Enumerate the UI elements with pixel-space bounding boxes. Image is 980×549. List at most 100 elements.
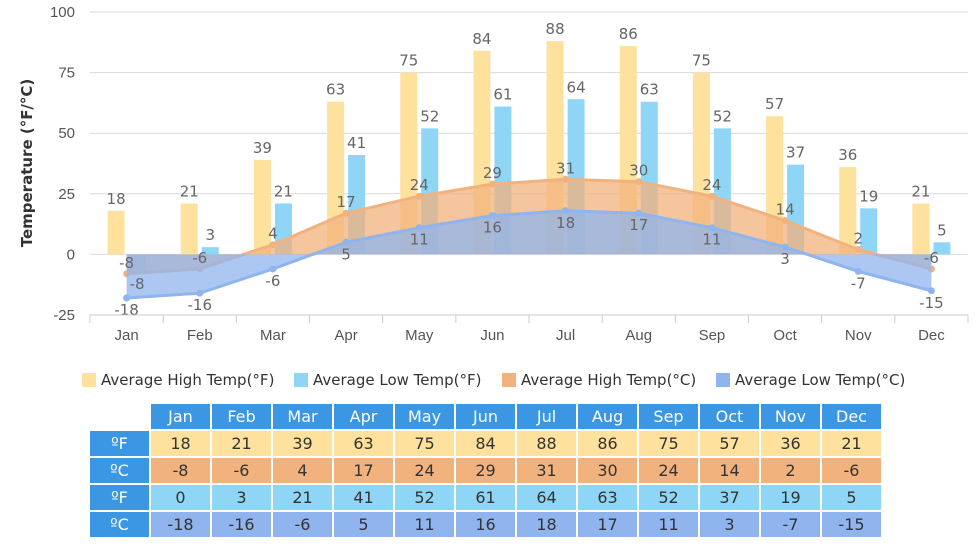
table-value-cell: -8 [151, 458, 210, 483]
x-tick-label: Feb [187, 327, 213, 344]
bar [912, 203, 930, 255]
bar-value-label: 21 [180, 182, 199, 200]
table-value-cell: 16 [456, 512, 515, 537]
bar-value-label: 75 [692, 52, 711, 70]
legend-swatch [294, 373, 308, 387]
table-value-cell: 39 [273, 431, 332, 456]
y-tick-label: -25 [53, 307, 75, 324]
area-value-label: 29 [483, 164, 502, 182]
y-tick-label: 100 [50, 4, 75, 21]
area-value-label: 17 [337, 193, 356, 211]
table-value-cell: 11 [395, 512, 454, 537]
table-row: ºC -8 -6 4 17 24 29 31 30 24 14 2 -6 [90, 458, 881, 483]
table-value-cell: 31 [517, 458, 576, 483]
table-value-cell: 14 [700, 458, 759, 483]
bar-value-label: 37 [786, 144, 805, 162]
table-value-cell: 84 [456, 431, 515, 456]
bar [933, 242, 951, 255]
y-tick-label: 75 [58, 65, 75, 82]
area-point [488, 180, 496, 188]
table-value-cell: 17 [334, 458, 393, 483]
table-month-header: Jun [456, 404, 515, 429]
areas [123, 175, 935, 302]
table-value-cell: 3 [700, 512, 759, 537]
table-row: ºC -18 -16 -6 5 11 16 18 17 11 3 -7 -15 [90, 512, 881, 537]
area-point [342, 209, 350, 217]
area-point [854, 267, 862, 275]
bar [201, 247, 219, 255]
legend-swatch [82, 373, 96, 387]
table-value-cell: 3 [212, 485, 271, 510]
x-tick-label: Mar [260, 327, 286, 344]
table-value-cell: 17 [578, 512, 637, 537]
table-value-cell: 24 [639, 458, 698, 483]
bar-value-label: 61 [493, 86, 512, 104]
area-value-label: 24 [410, 176, 429, 194]
y-axis-title: Temperature (°F/°C) [18, 79, 36, 248]
area-value-label: 11 [410, 231, 429, 249]
table-value-cell: 37 [700, 485, 759, 510]
bar-value-label: 41 [347, 134, 366, 152]
area-value-label: -15 [919, 294, 944, 312]
area-value-label: 16 [483, 219, 502, 237]
bar-value-label: 63 [326, 81, 345, 99]
table-month-header: Apr [334, 404, 393, 429]
x-tick-label: Dec [918, 327, 945, 344]
bar [839, 167, 857, 255]
table-value-cell: 21 [822, 431, 881, 456]
bar-value-label: 19 [859, 187, 878, 205]
x-tick-label: Nov [845, 327, 872, 344]
y-tick-label: 50 [58, 125, 75, 142]
table-value-cell: 52 [395, 485, 454, 510]
bar-value-label: 64 [567, 78, 586, 96]
table-month-header: Aug [578, 404, 637, 429]
table-unit-cell: ºF [90, 431, 149, 456]
bar-value-label: 75 [399, 52, 418, 70]
area-point [269, 265, 277, 273]
area-value-label: 14 [776, 200, 795, 218]
legend-label: Average Low Temp(°C) [735, 371, 905, 389]
area-value-label: 2 [853, 230, 863, 248]
table-value-cell: 2 [761, 458, 820, 483]
bar [253, 159, 271, 255]
table-value-cell: 41 [334, 485, 393, 510]
bar-value-label: 57 [765, 95, 784, 113]
y-axis-ticks: -25 0 25 50 75 100 [50, 4, 75, 324]
table-row: ºF 0 3 21 41 52 61 64 63 52 37 19 5 [90, 485, 881, 510]
area-value-label: -7 [851, 274, 866, 292]
table-value-cell: -6 [273, 512, 332, 537]
table-value-cell: 63 [578, 485, 637, 510]
table-month-header: Jan [151, 404, 210, 429]
legend-label: Average High Temp(°C) [521, 371, 696, 389]
area-value-label: -6 [924, 249, 939, 267]
area-value-label: -18 [114, 301, 139, 319]
area-value-label: 31 [556, 159, 575, 177]
table-month-header: Oct [700, 404, 759, 429]
table-month-header: May [395, 404, 454, 429]
table-value-cell: 21 [273, 485, 332, 510]
area-point [781, 243, 789, 251]
bar [180, 203, 198, 255]
area-point [342, 238, 350, 246]
area-point [562, 207, 570, 215]
area-value-label: 11 [702, 231, 721, 249]
x-tick-label: Oct [773, 327, 797, 344]
area-point [708, 192, 716, 200]
x-tick-label: Jun [480, 327, 504, 344]
table-month-header: Nov [761, 404, 820, 429]
area-value-label: 17 [629, 216, 648, 234]
table-value-cell: -18 [151, 512, 210, 537]
table-month-header: Dec [822, 404, 881, 429]
y-tick-label: 0 [67, 246, 75, 263]
area-value-label: 24 [702, 176, 721, 194]
table-value-cell: 88 [517, 431, 576, 456]
table-value-cell: 18 [151, 431, 210, 456]
legend-swatch [716, 373, 730, 387]
table-value-cell: 11 [639, 512, 698, 537]
table-corner [90, 404, 149, 429]
area-point [927, 287, 935, 295]
area-point [196, 289, 204, 297]
bar-value-label: 21 [911, 182, 930, 200]
